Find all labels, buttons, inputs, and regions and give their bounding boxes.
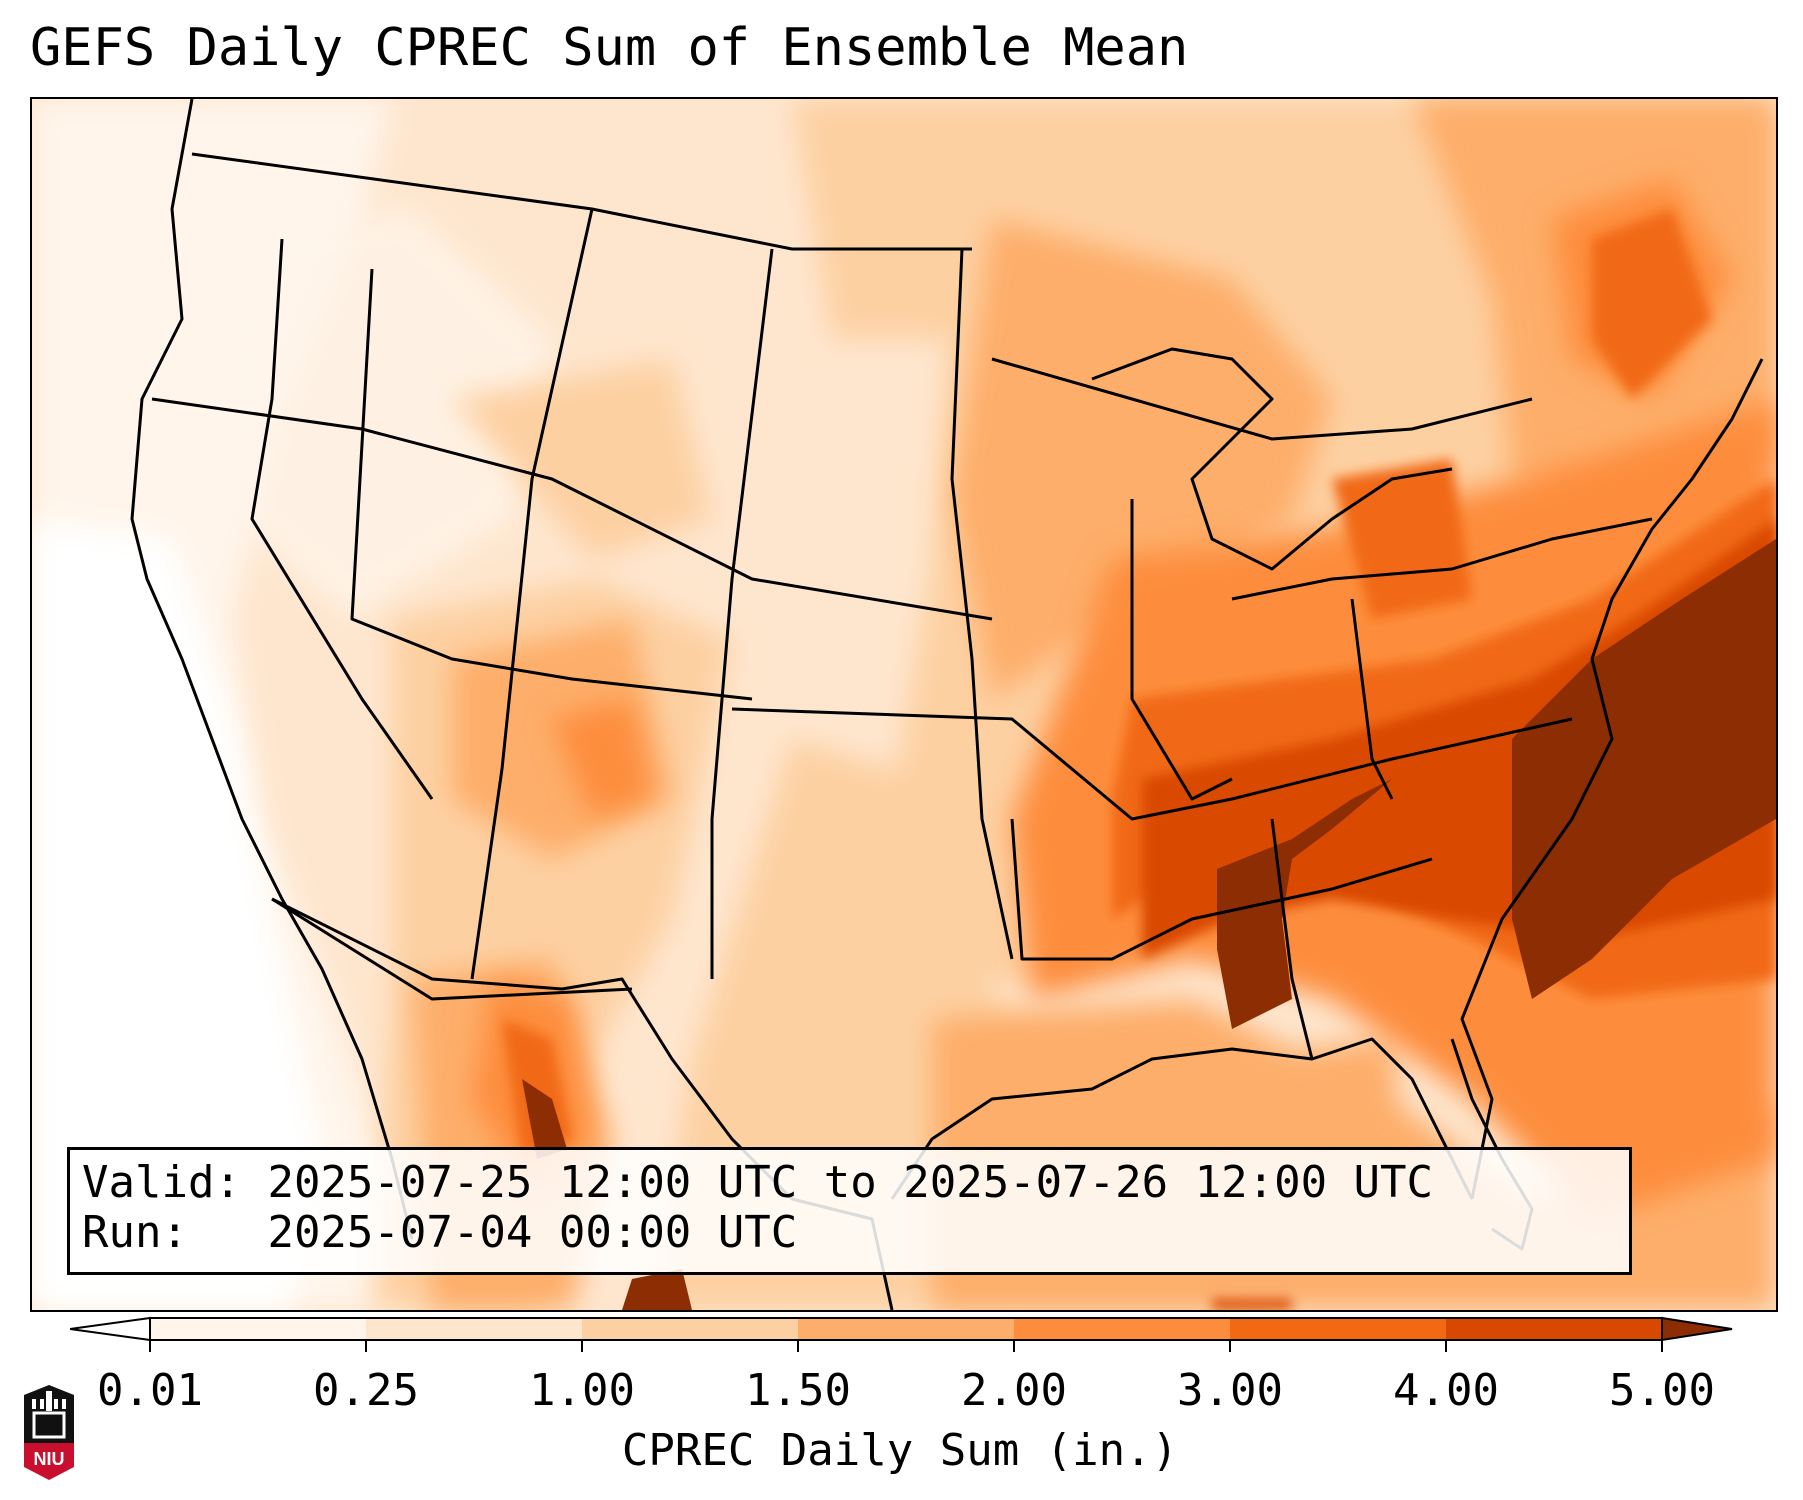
state-line-13 [1350,598,1394,800]
state-line-11 [1231,517,1653,601]
tick-label-4: 2.00 [961,1365,1067,1416]
precip-max [522,539,1776,1310]
valid-row: Valid: 2025-07-25 12:00 UTC to 2025-07-2… [82,1158,1617,1208]
colorbar-segment [366,1318,583,1340]
tick-label-7: 5.00 [1609,1365,1715,1416]
run-row: Run: 2025-07-04 00:00 UTC [82,1208,1617,1258]
valid-value: 2025-07-25 12:00 UTC to 2025-07-26 12:00… [267,1157,1434,1208]
state-line-10 [1130,499,1233,801]
state-line-4 [710,248,774,979]
colorbar-under-arrow [70,1316,151,1342]
info-box: Valid: 2025-07-25 12:00 UTC to 2025-07-2… [67,1147,1632,1275]
state-line-6 [151,397,993,621]
state-line-5 [950,248,1014,960]
tick-label-3: 1.50 [745,1365,851,1416]
state-line-12 [1270,818,1314,1060]
precip-pacific-dry [32,519,322,1310]
state-line-7 [271,897,633,1001]
run-label: Run: [82,1207,188,1258]
canada-border [191,152,972,251]
gulf-coast [890,1037,1474,1200]
niu-logo-icon: NIU [24,1385,74,1480]
map-panel[interactable] [30,97,1778,1312]
state-line-1 [250,238,434,800]
precip-northwest-light [212,209,552,619]
logo-text: NIU [34,1449,65,1469]
colorbar-label: CPREC Daily Sum (in.) [621,1425,1179,1476]
colorbar-segment [582,1318,799,1340]
great-lakes [1091,347,1453,571]
tick-label-2: 1.00 [529,1365,635,1416]
colorbar-segment [1230,1318,1447,1340]
colorbar-border [149,1317,1663,1341]
colorbar-segment [1014,1318,1231,1340]
run-value: 2025-07-04 00:00 UTC [267,1207,798,1258]
east-coast [1460,358,1764,1200]
colorbar-over-arrow [1661,1316,1733,1342]
state-line-2 [350,268,753,701]
precip-map [32,99,1776,1310]
colorbar-segment [1446,1318,1663,1340]
colorbar-segment [798,1318,1015,1340]
logo-red-band [24,1443,74,1480]
state-line-9 [1010,818,1433,961]
map-title: GEFS Daily CPREC Sum of Ensemble Mean [30,18,1189,78]
state-line-8 [731,707,1573,821]
colorbar [70,1316,1733,1352]
state-line-3 [470,208,594,980]
coastline-west [130,99,414,1240]
tick-label-0: 0.01 [97,1365,203,1416]
tick-label-1: 0.25 [313,1365,419,1416]
tick-label-6: 4.00 [1393,1365,1499,1416]
colorbar-segment [150,1318,367,1340]
tick-label-5: 3.00 [1177,1365,1283,1416]
state-line-14 [991,357,1533,441]
valid-label: Valid: [82,1157,241,1208]
